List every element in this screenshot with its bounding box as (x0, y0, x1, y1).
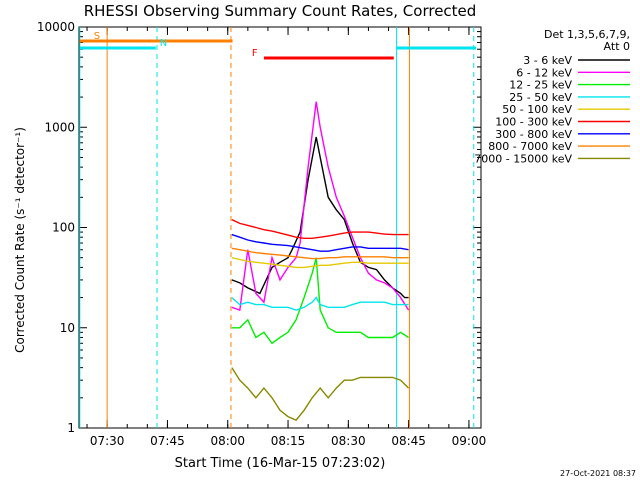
series-line-6 (231, 233, 409, 252)
legend-label: 3 - 6 keV (523, 54, 572, 67)
plot-area: 1 10 100 1000 10000 07:30 07:45 08:00 08:15 08:30… (37, 20, 486, 448)
flag-label-n: N (160, 38, 167, 49)
series-line-3 (231, 296, 409, 311)
flag-label-f: F (252, 48, 258, 59)
x-tick-label: 08:15 (271, 434, 306, 448)
series-line-7 (231, 247, 409, 260)
legend-label: 6 - 12 keV (516, 66, 572, 79)
legend-label: 50 - 100 keV (502, 103, 572, 116)
legend-label: 100 - 300 keV (495, 116, 572, 129)
y-tick-label: 10000 (37, 20, 75, 34)
x-tick-label: 08:45 (391, 434, 426, 448)
flag-label-s: S (94, 31, 100, 42)
x-tick-label: 09:00 (452, 434, 487, 448)
legend-label: 25 - 50 keV (509, 91, 572, 104)
legend-header-line2: Att 0 (604, 40, 630, 53)
series-line-8 (231, 367, 410, 421)
legend-label: 7000 - 15000 keV (474, 152, 572, 165)
legend-label: 12 - 25 keV (509, 79, 572, 92)
series-line-1 (231, 101, 410, 312)
chart-title: RHESSI Observing Summary Count Rates, Co… (84, 2, 477, 20)
series-line-4 (231, 257, 409, 269)
x-tick-label: 08:30 (331, 434, 366, 448)
timestamp: 27-Oct-2021 08:37 (560, 469, 636, 478)
x-axis-label: Start Time (16-Mar-15 07:23:02) (175, 456, 386, 471)
y-axis-label: Corrected Count Rate (s⁻¹ detector⁻¹) (13, 127, 27, 353)
x-tick-label: 07:45 (150, 434, 185, 448)
y-tick-label: 1000 (44, 120, 75, 134)
series-line-2 (231, 257, 409, 345)
x-tick-label: 07:30 (90, 434, 125, 448)
legend-header-line1: Det 1,3,5,6,7,9, (544, 28, 630, 41)
x-tick-label: 08:00 (210, 434, 245, 448)
legend-label: 300 - 800 keV (495, 128, 572, 141)
legend-label: 800 - 7000 keV (488, 140, 572, 153)
y-tick-label: 10 (60, 321, 75, 335)
series-line-5 (231, 218, 409, 240)
y-tick-label: 1 (67, 421, 75, 435)
y-tick-label: 100 (52, 221, 75, 235)
